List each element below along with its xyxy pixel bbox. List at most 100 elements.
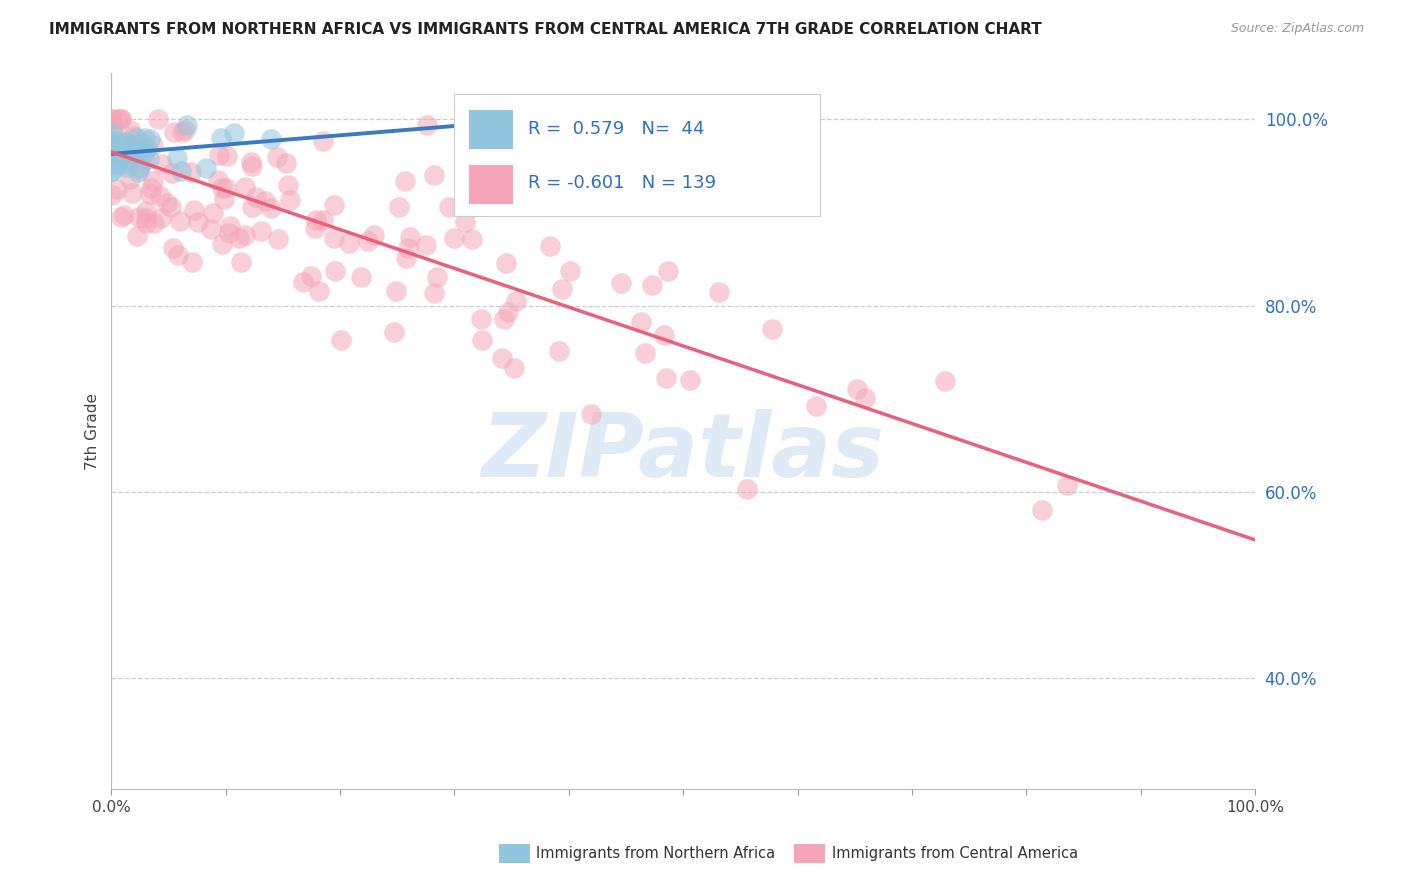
Point xyxy=(181,255,204,269)
Point xyxy=(496,305,519,319)
Point xyxy=(100,136,122,150)
Point xyxy=(382,325,405,339)
Point xyxy=(128,161,150,176)
Point xyxy=(101,142,124,156)
Point xyxy=(260,132,283,146)
Point xyxy=(222,127,245,141)
Point xyxy=(107,112,129,127)
Point xyxy=(208,148,231,162)
Point xyxy=(679,373,702,387)
Point xyxy=(105,182,128,196)
Point xyxy=(761,322,783,336)
Point xyxy=(122,128,145,143)
Text: Source: ZipAtlas.com: Source: ZipAtlas.com xyxy=(1230,22,1364,36)
Point xyxy=(350,269,373,284)
Point xyxy=(110,144,132,158)
Point xyxy=(330,333,353,347)
Point xyxy=(134,147,156,161)
Point xyxy=(633,346,655,360)
Point xyxy=(122,141,145,155)
Point xyxy=(101,126,124,140)
Point xyxy=(115,161,138,175)
Point xyxy=(183,203,205,218)
Point xyxy=(308,284,330,298)
Point xyxy=(278,194,301,208)
Point xyxy=(131,136,153,151)
Point xyxy=(267,232,290,246)
Point xyxy=(384,285,406,299)
Point xyxy=(118,123,141,137)
Point xyxy=(240,159,263,173)
Point xyxy=(100,138,122,153)
Point xyxy=(180,165,202,179)
Point xyxy=(142,138,165,153)
Point xyxy=(160,166,183,180)
Point xyxy=(655,370,678,384)
Point xyxy=(363,227,385,242)
Point xyxy=(305,213,328,227)
Point xyxy=(100,122,122,136)
Point xyxy=(187,215,209,229)
Point xyxy=(1031,502,1053,516)
Point xyxy=(396,241,419,255)
Point xyxy=(218,226,240,240)
Point xyxy=(163,125,186,139)
Point xyxy=(260,201,283,215)
Point xyxy=(211,181,233,195)
Point xyxy=(291,275,314,289)
Point xyxy=(425,270,447,285)
Point xyxy=(160,200,183,214)
Point xyxy=(416,119,439,133)
Point xyxy=(233,180,256,194)
Point xyxy=(100,133,122,147)
Point xyxy=(131,155,153,169)
Point xyxy=(122,142,145,156)
Point xyxy=(1056,477,1078,491)
Point xyxy=(219,219,242,233)
Point xyxy=(641,277,664,292)
Point xyxy=(117,139,139,153)
Point xyxy=(166,248,188,262)
Point xyxy=(339,235,361,250)
Point xyxy=(107,155,129,169)
Point xyxy=(136,141,159,155)
Point xyxy=(323,198,346,212)
Point xyxy=(266,150,288,164)
Point xyxy=(105,154,128,169)
Point xyxy=(461,232,484,246)
Point xyxy=(121,186,143,201)
Point xyxy=(495,256,517,270)
Y-axis label: 7th Grade: 7th Grade xyxy=(86,392,100,469)
Point xyxy=(240,154,263,169)
Point xyxy=(312,213,335,227)
Point xyxy=(125,147,148,161)
Point xyxy=(657,264,679,278)
Point xyxy=(394,174,416,188)
Point xyxy=(127,144,149,158)
Point xyxy=(110,112,132,127)
Point xyxy=(398,230,420,244)
Point xyxy=(304,220,326,235)
Point xyxy=(454,215,477,229)
Point xyxy=(105,140,128,154)
Point xyxy=(114,156,136,170)
Point xyxy=(127,165,149,179)
Point xyxy=(551,282,574,296)
Point xyxy=(135,203,157,218)
Point xyxy=(934,375,956,389)
Point xyxy=(630,315,652,329)
Point xyxy=(470,333,492,347)
Text: Immigrants from Northern Africa: Immigrants from Northern Africa xyxy=(536,847,775,861)
Text: Immigrants from Central America: Immigrants from Central America xyxy=(832,847,1078,861)
Point xyxy=(538,239,561,253)
Point xyxy=(148,112,170,127)
Point xyxy=(139,186,162,201)
Point xyxy=(125,139,148,153)
Point xyxy=(579,408,602,422)
Point xyxy=(194,161,217,175)
Point xyxy=(128,160,150,174)
Point xyxy=(101,112,124,127)
Point xyxy=(101,163,124,178)
Point xyxy=(437,200,460,214)
Point xyxy=(231,255,253,269)
